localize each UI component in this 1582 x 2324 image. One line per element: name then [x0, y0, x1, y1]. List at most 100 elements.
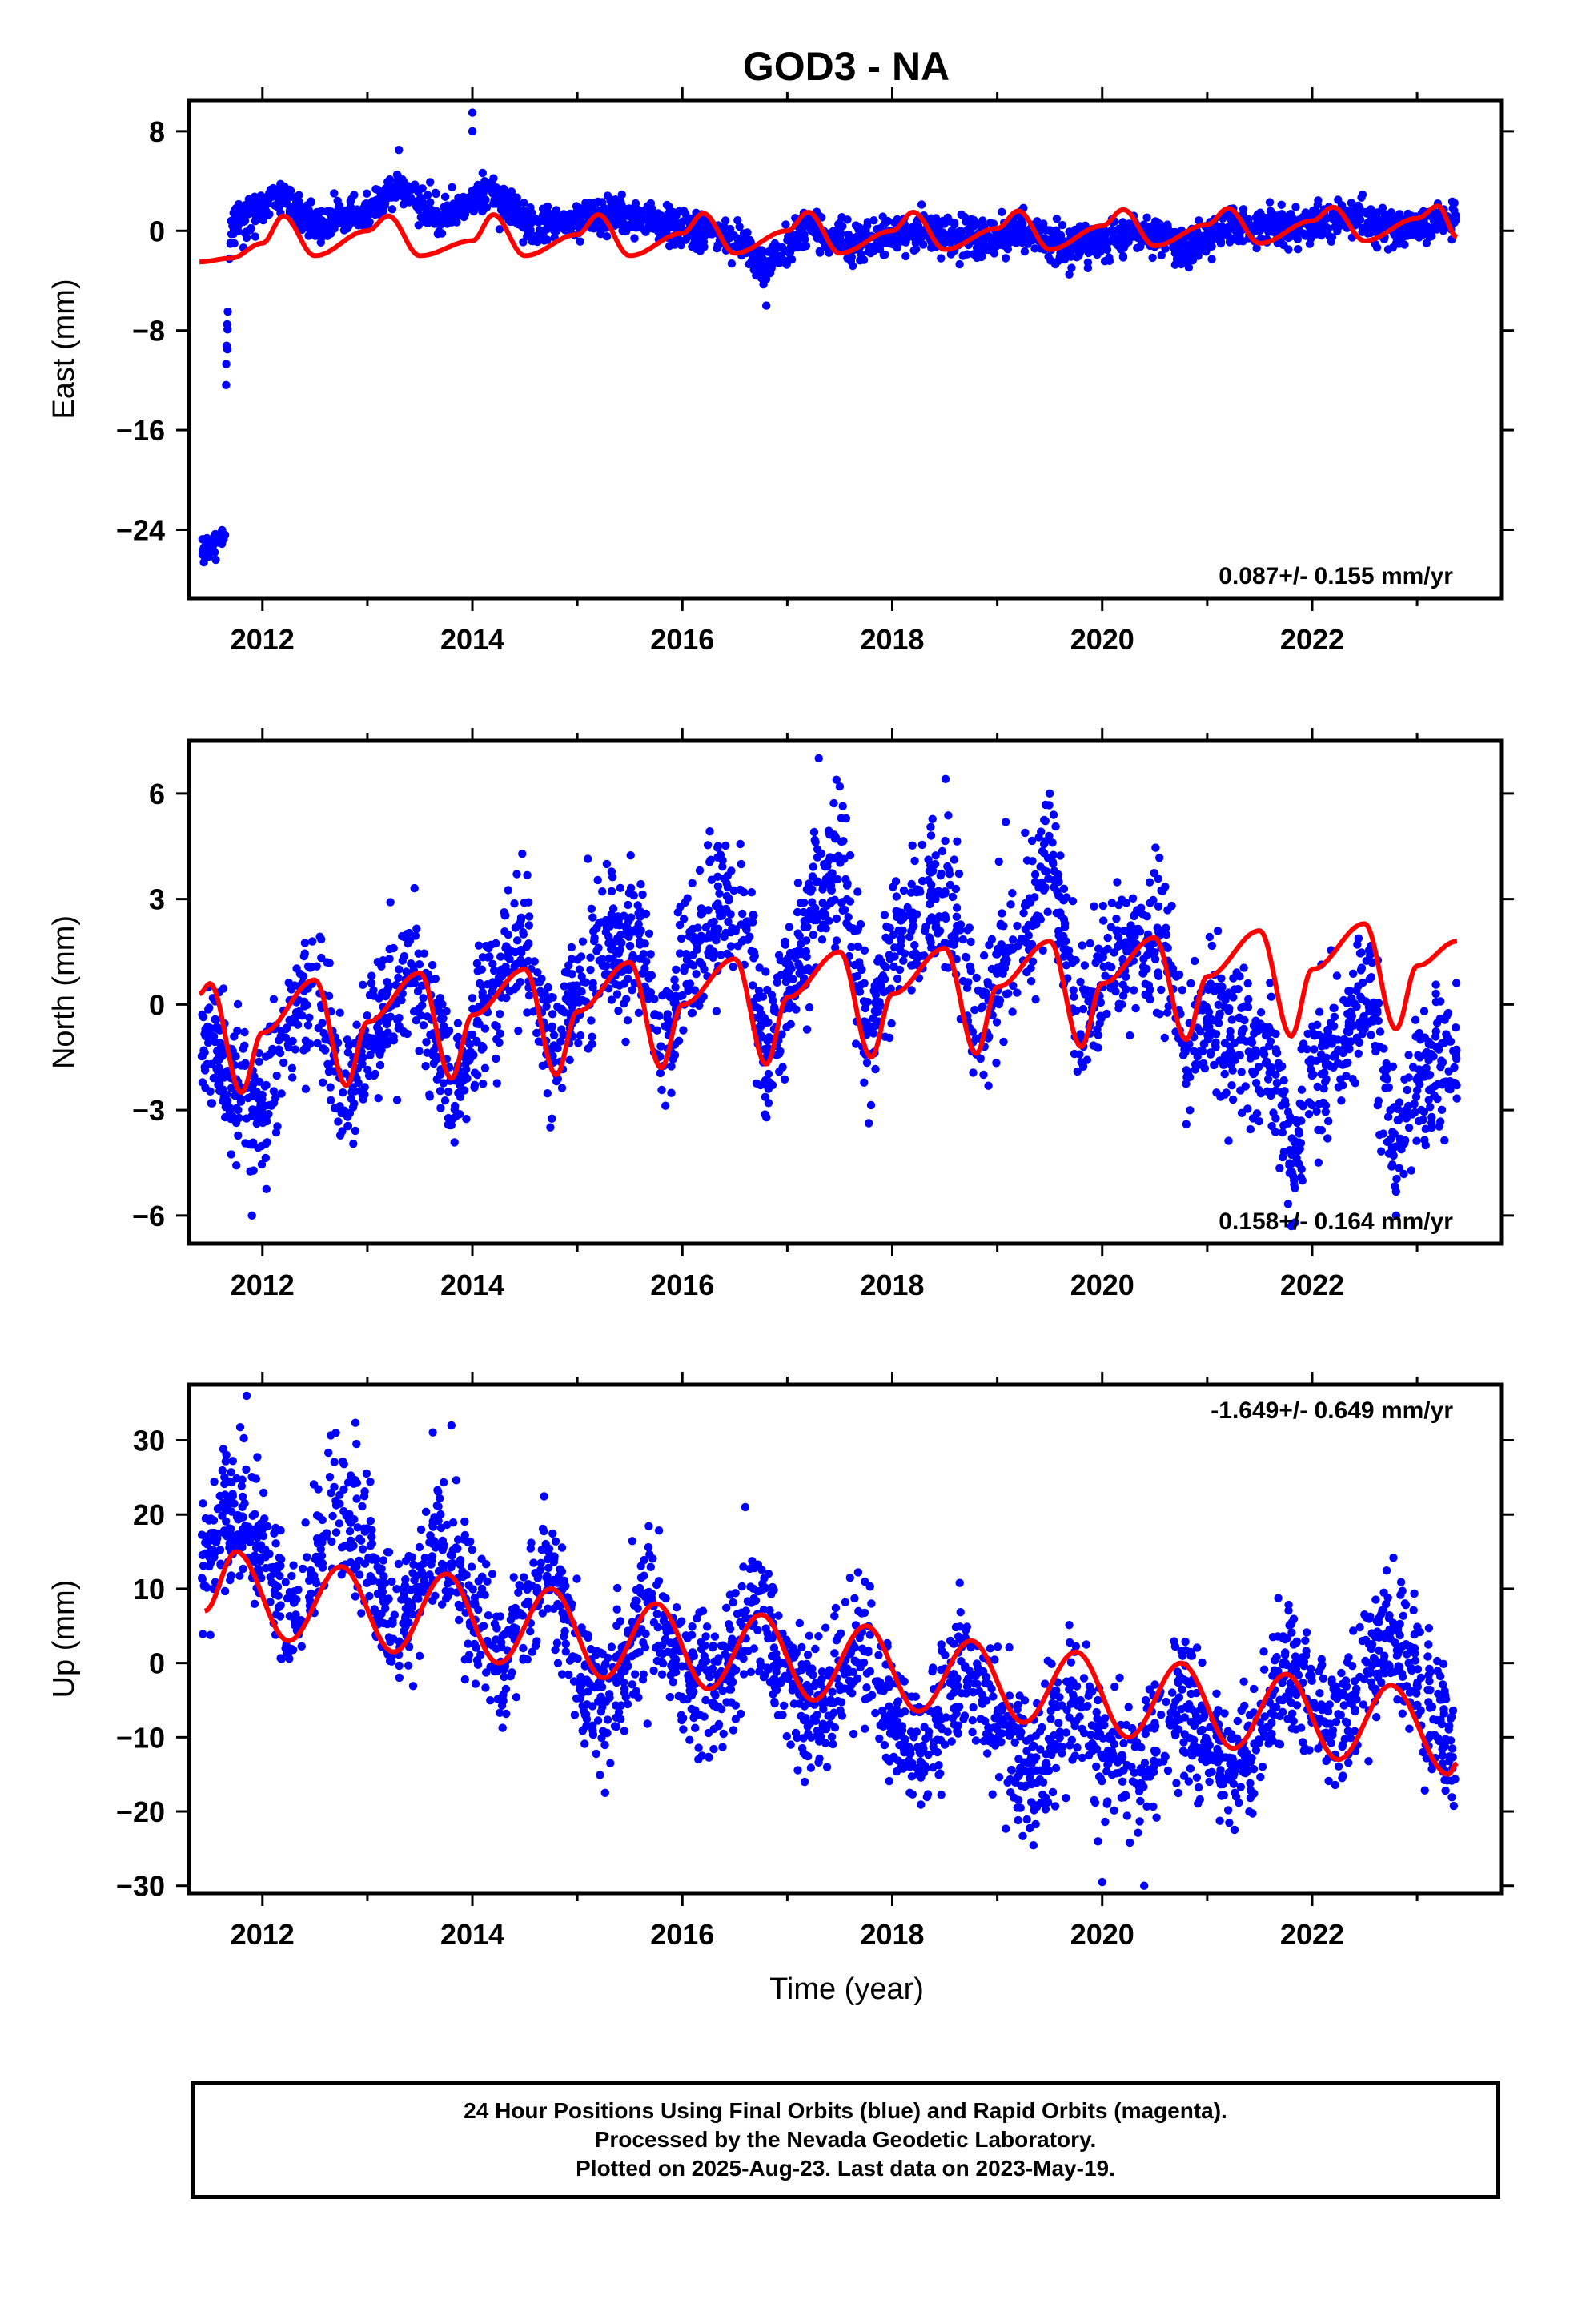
data-point — [638, 890, 647, 899]
data-point — [560, 982, 568, 991]
data-point — [721, 841, 730, 850]
data-point — [402, 967, 411, 976]
data-point — [905, 932, 914, 942]
data-point — [1207, 255, 1216, 263]
data-point — [263, 199, 272, 208]
data-point — [1351, 1079, 1359, 1088]
data-point — [663, 1023, 672, 1031]
data-point — [544, 983, 552, 992]
data-point — [1415, 1053, 1424, 1062]
data-point — [1372, 243, 1382, 252]
data-point — [707, 919, 716, 928]
data-point — [688, 242, 697, 251]
data-point — [1333, 1035, 1343, 1044]
data-point — [658, 991, 667, 1000]
data-point — [479, 1080, 488, 1088]
data-point — [1106, 923, 1116, 931]
data-point — [993, 963, 1002, 972]
data-point — [979, 1070, 988, 1080]
data-point — [679, 915, 689, 923]
data-point — [1252, 243, 1261, 253]
data-point — [1358, 1030, 1367, 1039]
data-point — [1013, 921, 1022, 931]
data-point — [1244, 1047, 1253, 1056]
data-point — [1446, 1037, 1456, 1046]
data-point — [1005, 234, 1014, 243]
data-point — [796, 224, 805, 234]
data-point — [937, 869, 946, 879]
data-point — [908, 908, 917, 917]
data-point — [743, 228, 752, 237]
data-point — [1126, 1031, 1134, 1040]
data-point — [1251, 1051, 1260, 1061]
data-point — [221, 1112, 230, 1122]
data-point — [1246, 1124, 1255, 1134]
data-point — [934, 888, 942, 897]
data-point — [415, 960, 424, 969]
data-point — [667, 1062, 676, 1071]
data-point — [1267, 1121, 1276, 1131]
data-point — [468, 1004, 477, 1014]
data-point — [1435, 1122, 1444, 1131]
data-point — [1312, 1107, 1321, 1116]
data-point — [283, 185, 291, 194]
data-point — [721, 216, 730, 225]
data-point — [909, 246, 918, 255]
data-point — [1048, 838, 1057, 847]
data-point — [1203, 1015, 1211, 1023]
data-point — [1235, 1051, 1243, 1059]
data-point — [496, 952, 505, 961]
data-point — [222, 360, 231, 368]
data-point — [955, 235, 964, 243]
data-point — [954, 869, 964, 879]
data-point — [763, 985, 772, 995]
data-point — [512, 959, 520, 969]
data-point — [263, 1138, 271, 1147]
data-point — [265, 189, 274, 198]
data-point — [334, 1117, 343, 1126]
data-point — [969, 250, 978, 259]
data-point — [1211, 1038, 1220, 1047]
data-point — [374, 1027, 383, 1037]
data-point — [567, 955, 576, 963]
data-point — [242, 1114, 251, 1123]
data-point — [795, 963, 804, 971]
data-point — [950, 855, 959, 864]
data-point — [319, 1078, 327, 1087]
data-point — [809, 931, 817, 939]
data-point — [793, 879, 803, 887]
data-point — [1021, 236, 1030, 246]
data-point — [1203, 1031, 1212, 1039]
data-point — [1365, 975, 1375, 983]
data-point — [852, 1039, 861, 1048]
data-point — [1028, 857, 1037, 866]
data-point — [998, 207, 1006, 216]
data-point — [619, 219, 628, 227]
data-point — [882, 922, 891, 931]
data-point — [994, 234, 1002, 243]
data-point — [215, 1063, 223, 1072]
data-point — [705, 827, 714, 836]
data-point — [240, 1027, 249, 1037]
data-point — [724, 917, 733, 927]
data-point — [1251, 220, 1260, 229]
y-tick-label: −16 — [116, 414, 165, 447]
data-point — [636, 912, 644, 921]
data-point — [1277, 1101, 1287, 1110]
data-point — [1204, 1007, 1214, 1017]
data-point — [1375, 1043, 1385, 1051]
data-point — [404, 182, 413, 191]
data-point — [1154, 902, 1163, 911]
data-point — [1052, 215, 1062, 223]
data-point — [1062, 945, 1070, 954]
data-point — [1038, 946, 1047, 955]
data-point — [1166, 961, 1175, 970]
data-point — [718, 856, 727, 865]
data-point — [303, 1000, 311, 1010]
y-axis-label: East (mm) — [47, 279, 81, 419]
data-point — [1068, 245, 1077, 255]
data-point — [889, 231, 897, 240]
data-point — [630, 234, 639, 243]
data-point — [214, 1080, 223, 1089]
data-point — [512, 210, 521, 219]
